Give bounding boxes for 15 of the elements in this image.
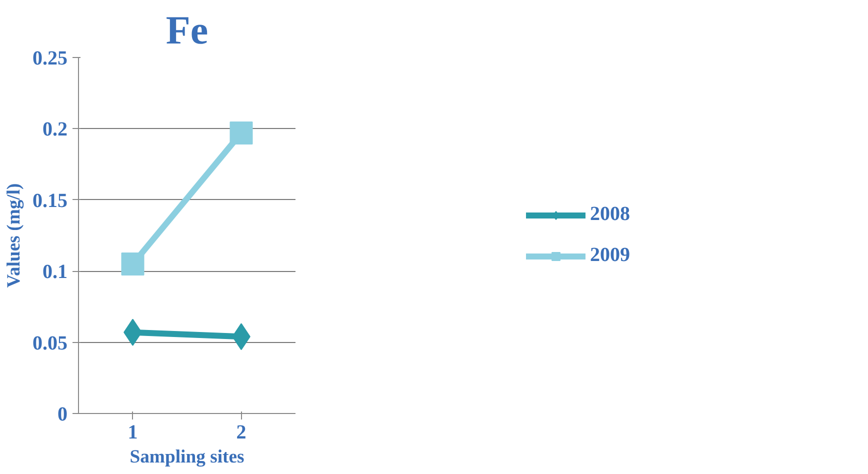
y-axis-title: Values (mg/l) (4, 183, 24, 288)
x-tick-label: 2 (236, 422, 246, 444)
point (121, 252, 144, 276)
x-tick-label: 1 (128, 422, 138, 444)
y-tick-label: 0.1 (42, 261, 68, 284)
point (230, 121, 253, 144)
y-tick-label: 0.25 (32, 48, 68, 70)
chart-title: Fe (166, 8, 208, 52)
legend-label: 2009 (590, 244, 630, 267)
y-tick-label: 0.15 (32, 190, 68, 212)
x-axis-title: Sampling sites (130, 446, 244, 468)
legend-label: 2008 (590, 203, 630, 226)
y-tick-label: 0.05 (32, 332, 68, 354)
y-tick-label: 0.2 (42, 118, 68, 141)
y-tick-label: 0 (58, 404, 68, 426)
